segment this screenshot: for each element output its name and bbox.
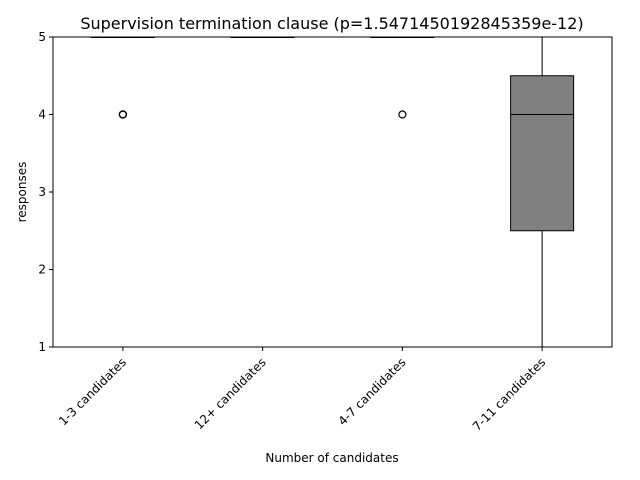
box-group-4: [510, 36, 575, 348]
box-group-1: [90, 36, 155, 119]
y-tick-label: 2: [38, 263, 46, 277]
box-iqr: [510, 75, 575, 232]
outlier-point: [398, 110, 407, 119]
x-tick-label: 4-7 candidates: [335, 355, 408, 428]
x-tick-label: 7-11 candidates: [470, 355, 548, 433]
plot-area: [90, 36, 575, 348]
x-tick-label: 12+ candidates: [192, 355, 269, 432]
y-tick-label: 3: [38, 185, 46, 199]
x-axis-label: Number of candidates: [265, 451, 398, 465]
y-tick-label: 5: [38, 30, 46, 44]
y-axis-label: responses: [15, 162, 29, 223]
outlier-point: [118, 110, 127, 119]
chart-title: Supervision termination clause (p=1.5471…: [80, 14, 583, 33]
y-tick-label: 1: [38, 340, 46, 354]
y-tick-label: 4: [38, 108, 46, 122]
box-group-3: [370, 36, 435, 119]
x-tick-label: 1-3 candidates: [56, 355, 129, 428]
